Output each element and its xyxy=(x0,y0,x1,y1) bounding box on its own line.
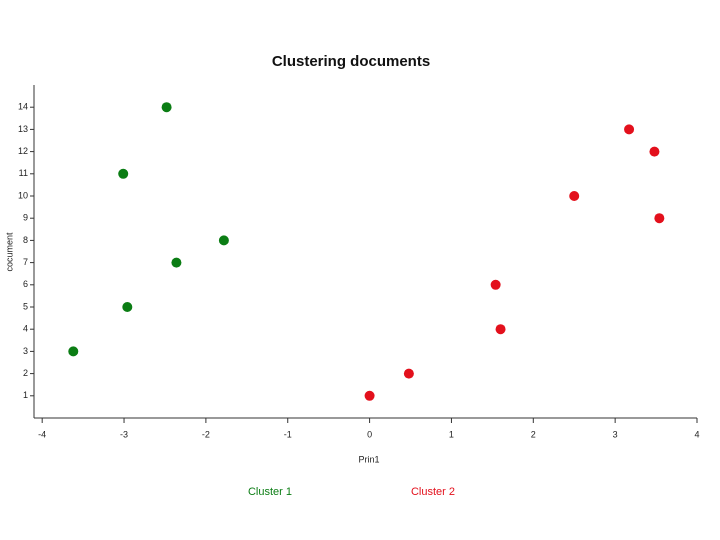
y-tick-label: 10 xyxy=(18,190,28,200)
y-tick-label: 1 xyxy=(23,390,28,400)
point xyxy=(122,302,133,312)
point xyxy=(218,235,229,246)
point xyxy=(490,279,501,290)
point xyxy=(161,102,172,113)
legend-label: Cluster 1 xyxy=(248,486,292,498)
y-tick-label: 12 xyxy=(18,146,28,156)
x-tick-label: 4 xyxy=(694,429,699,439)
x-tick-label: 3 xyxy=(613,429,618,439)
point xyxy=(624,124,635,135)
x-tick-label: 1 xyxy=(449,429,454,439)
x-tick-label: -3 xyxy=(120,429,128,439)
point xyxy=(118,168,129,179)
point xyxy=(364,390,375,401)
y-tick-label: 8 xyxy=(23,235,28,245)
y-tick-label: 13 xyxy=(18,124,28,134)
y-axis-label: cocument xyxy=(4,232,14,272)
x-tick-label: 0 xyxy=(367,429,372,439)
x-tick-label: -4 xyxy=(38,429,46,439)
y-tick-label: 3 xyxy=(23,346,28,356)
y-tick-label: 2 xyxy=(23,368,28,378)
point xyxy=(68,346,79,357)
y-tick-label: 9 xyxy=(23,213,28,223)
point xyxy=(569,191,580,201)
point xyxy=(654,213,665,224)
point xyxy=(495,324,506,335)
point xyxy=(171,257,182,268)
y-tick-label: 7 xyxy=(23,257,28,267)
legend-label: Cluster 2 xyxy=(411,486,455,498)
y-tick-label: 4 xyxy=(23,324,28,334)
y-tick-label: 14 xyxy=(18,102,28,112)
x-tick-label: -2 xyxy=(202,429,210,439)
point xyxy=(649,146,660,157)
y-tick-label: 5 xyxy=(23,301,28,311)
x-tick-label: 2 xyxy=(531,429,536,439)
x-tick-label: -1 xyxy=(284,429,292,439)
y-tick-label: 6 xyxy=(23,279,28,289)
chart-title: Clustering documents xyxy=(272,53,430,70)
point xyxy=(403,368,414,379)
x-axis-label: Prin1 xyxy=(358,454,379,464)
y-tick-label: 11 xyxy=(19,168,28,178)
